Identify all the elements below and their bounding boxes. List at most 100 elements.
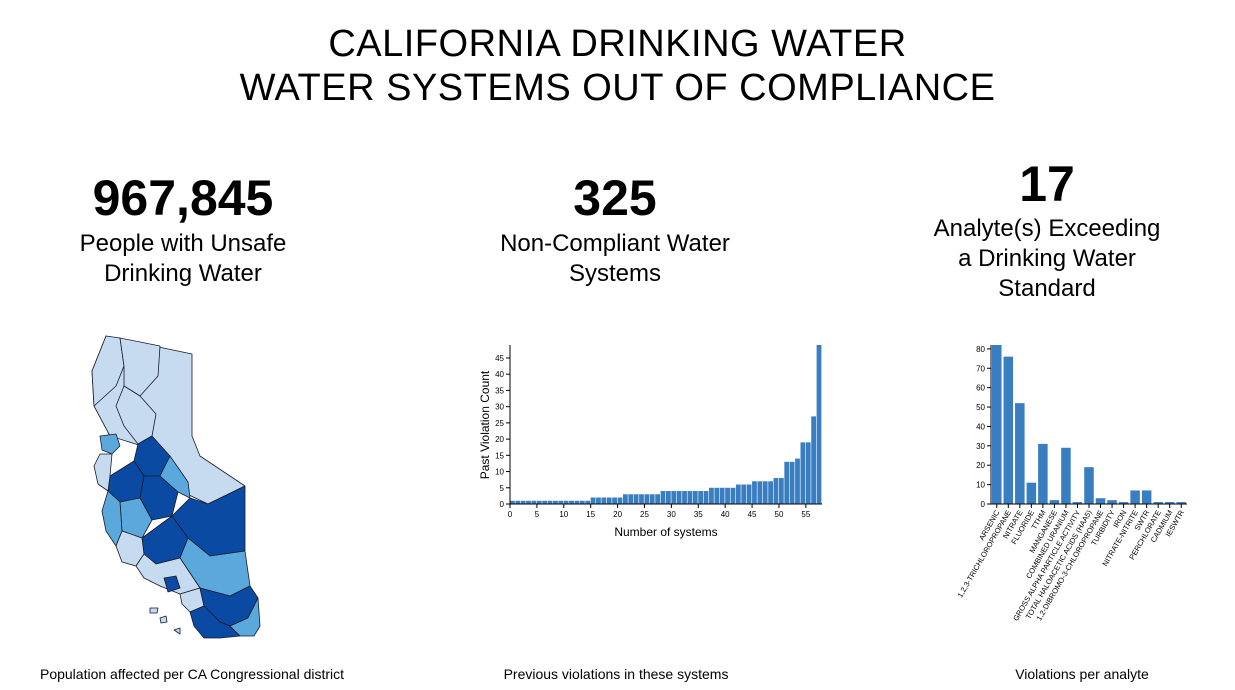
hist-bar bbox=[795, 458, 800, 504]
hist-bar bbox=[800, 442, 806, 504]
analyte-bar bbox=[1095, 498, 1106, 504]
hist-x-tick-label: 35 bbox=[694, 510, 703, 519]
analyte-bar bbox=[1038, 443, 1048, 504]
analyte-bar bbox=[1118, 502, 1129, 504]
hist-bar bbox=[558, 500, 564, 504]
hist-bar bbox=[553, 500, 558, 504]
analyte-bar bbox=[1049, 500, 1060, 504]
district-imperial bbox=[229, 597, 261, 637]
hist-bar bbox=[547, 500, 553, 504]
analyte-y-tick-label: 40 bbox=[976, 422, 985, 431]
analyte-bar bbox=[1003, 356, 1014, 504]
hist-bar bbox=[741, 484, 747, 504]
district-bay-north bbox=[99, 433, 121, 455]
hist-bar bbox=[725, 487, 730, 504]
hist-bar bbox=[520, 500, 526, 504]
analyte-bar bbox=[1141, 490, 1152, 504]
hist-y-tick-label: 45 bbox=[495, 354, 504, 363]
analyte-bar bbox=[1164, 502, 1175, 504]
hist-x-tick-label: 30 bbox=[667, 510, 676, 519]
hist-bar bbox=[531, 500, 537, 504]
hist-bar bbox=[805, 442, 811, 504]
hist-bar bbox=[612, 497, 617, 504]
violations-histogram: 0 5 10 15 20 25 30 35 40 45 0 5 10 15 20 25 30 35 40 45 50 5… bbox=[478, 345, 822, 539]
hist-bar bbox=[719, 487, 725, 504]
hist-x-tick-label: 0 bbox=[508, 510, 513, 519]
analyte-bar bbox=[1084, 467, 1094, 504]
hist-bar bbox=[569, 500, 574, 504]
analyte-bar bbox=[1176, 502, 1186, 504]
analyte-bar bbox=[1026, 482, 1037, 504]
hist-bar bbox=[601, 497, 607, 504]
island-3 bbox=[173, 627, 181, 635]
hist-bar bbox=[811, 416, 817, 504]
hist-x-tick-label: 50 bbox=[775, 510, 784, 519]
histogram-caption: Previous violations in these systems bbox=[503, 666, 729, 682]
stat-systems-label-1: Non-Compliant Water bbox=[500, 230, 730, 257]
hist-bar bbox=[784, 461, 790, 504]
analyte-bar bbox=[1072, 502, 1083, 504]
analyte-bar bbox=[1107, 500, 1117, 504]
hist-bar bbox=[714, 487, 720, 504]
stat-people-label-2: Drinking Water bbox=[104, 260, 262, 287]
hist-bar bbox=[542, 500, 548, 504]
hist-bar bbox=[768, 481, 773, 504]
hist-bar bbox=[730, 487, 736, 504]
hist-x-tick-label: 25 bbox=[640, 510, 649, 519]
hist-y-label: Past Violation Count bbox=[478, 370, 492, 479]
hist-bar bbox=[510, 500, 515, 504]
hist-bar bbox=[590, 497, 596, 504]
hist-x-tick-label: 15 bbox=[586, 510, 595, 519]
hist-bar bbox=[676, 491, 682, 504]
analyte-bar bbox=[1130, 490, 1140, 504]
hist-bar bbox=[752, 481, 757, 504]
hist-bar bbox=[644, 494, 650, 504]
hist-bar bbox=[585, 500, 591, 504]
hist-bar bbox=[687, 491, 693, 504]
title-line-1: CALIFORNIA DRINKING WATER bbox=[328, 23, 907, 65]
analyte-bar bbox=[1153, 502, 1163, 504]
analyte-y-tick-label: 0 bbox=[981, 500, 986, 509]
island-1 bbox=[149, 607, 159, 614]
hist-bar bbox=[735, 484, 741, 504]
hist-x-label: Number of systems bbox=[614, 525, 717, 539]
hist-bar bbox=[649, 494, 655, 504]
district-la-core bbox=[163, 575, 181, 593]
hist-y-tick-label: 15 bbox=[495, 451, 504, 460]
hist-bar bbox=[671, 491, 677, 504]
hist-bar bbox=[709, 487, 714, 504]
analyte-y-tick-label: 30 bbox=[976, 442, 985, 451]
stat-people-label-1: People with Unsafe bbox=[79, 230, 287, 257]
hist-y-tick-label: 25 bbox=[495, 419, 504, 428]
california-district-map bbox=[91, 335, 261, 639]
analyte-bar bbox=[1015, 403, 1025, 504]
analyte-y-tick-label: 10 bbox=[976, 481, 985, 490]
hist-bar bbox=[692, 491, 698, 504]
hist-bar bbox=[746, 484, 752, 504]
district-sierra bbox=[159, 455, 191, 499]
hist-bar bbox=[617, 497, 623, 504]
analyte-y-tick-label: 50 bbox=[976, 403, 985, 412]
hist-x-tick-label: 10 bbox=[559, 510, 568, 519]
hist-bar bbox=[703, 491, 709, 504]
hist-bar bbox=[666, 491, 671, 504]
hist-x-tick-label: 55 bbox=[801, 510, 810, 519]
hist-y-tick-label: 20 bbox=[495, 435, 504, 444]
hist-bar bbox=[773, 478, 779, 504]
hist-bar bbox=[563, 500, 569, 504]
hist-y-tick-label: 40 bbox=[495, 370, 504, 379]
analyte-y-tick-label: 80 bbox=[976, 345, 985, 354]
analyte-y-tick-label: 70 bbox=[976, 364, 985, 373]
hist-y-tick-label: 30 bbox=[495, 403, 504, 412]
hist-bar bbox=[778, 478, 784, 504]
stat-analytes-label-1: Analyte(s) Exceeding bbox=[933, 215, 1161, 242]
hist-bar bbox=[655, 494, 661, 504]
hist-x-tick-label: 40 bbox=[721, 510, 730, 519]
hist-bar bbox=[633, 494, 639, 504]
hist-bar bbox=[698, 491, 704, 504]
hist-bar bbox=[622, 494, 628, 504]
stat-analytes-value: 17 bbox=[1019, 156, 1075, 212]
hist-bar bbox=[628, 494, 634, 504]
analyte-caption: Violations per analyte bbox=[1015, 666, 1149, 682]
